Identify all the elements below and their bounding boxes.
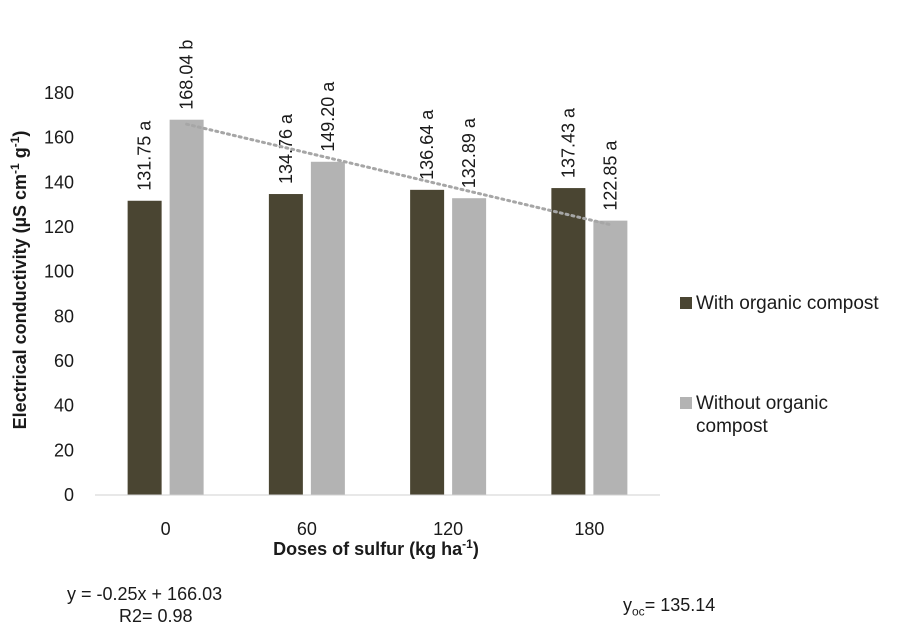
x-tick-label: 120 xyxy=(433,519,463,539)
data-label: 137.43 a xyxy=(558,107,578,178)
data-label: 168.04 b xyxy=(177,40,197,110)
y-tick-label: 100 xyxy=(44,262,74,282)
y-axis-title: Electrical conductivity (µS cm-1 g-1) xyxy=(8,131,30,430)
legend: With organic compost xyxy=(680,292,879,315)
bar xyxy=(452,198,487,495)
bar xyxy=(551,188,586,495)
y-tick-label: 140 xyxy=(44,172,74,192)
bar xyxy=(268,194,303,495)
yoc-subscript: oc xyxy=(632,604,645,619)
y-tick-label: 20 xyxy=(54,440,74,460)
legend-item-with-compost: With organic compost xyxy=(680,292,879,315)
legend-second: Without organic compost xyxy=(680,392,900,438)
data-label: 122.85 a xyxy=(600,140,620,211)
r2-line: R2= 0.98 xyxy=(119,606,193,626)
legend-label-without-compost: Without organic compost xyxy=(696,393,829,437)
y-tick-label: 160 xyxy=(44,128,74,148)
data-label: 131.75 a xyxy=(135,120,155,191)
x-axis: 0 60 120 180 xyxy=(95,494,660,539)
regression-equation: y = -0.25x + 166.03 R2= 0.98 xyxy=(67,583,222,627)
legend-swatch-without-compost xyxy=(680,397,692,409)
y-tick-label: 0 xyxy=(64,485,74,505)
legend-swatch-with-compost xyxy=(680,297,692,309)
x-tick-label: 60 xyxy=(297,519,317,539)
bar xyxy=(593,220,628,495)
yoc-symbol: y xyxy=(623,595,632,615)
data-label: 132.89 a xyxy=(459,117,479,188)
legend-label-with-compost: With organic compost xyxy=(696,293,879,314)
x-tick-label: 0 xyxy=(161,519,171,539)
x-axis-title: Doses of sulfur (kg ha-1) xyxy=(273,537,479,559)
bar xyxy=(127,200,162,495)
y-tick-label: 40 xyxy=(54,396,74,416)
yoc-mean: yoc= 135.14 xyxy=(623,594,715,623)
bar xyxy=(410,189,445,495)
y-tick-label: 180 xyxy=(44,83,74,103)
equation-line: y = -0.25x + 166.03 xyxy=(67,584,223,604)
y-tick-label: 80 xyxy=(54,306,74,326)
bar xyxy=(169,119,204,495)
legend-item-without-compost: Without organic compost xyxy=(680,392,900,438)
data-label: 149.20 a xyxy=(318,81,338,152)
trendline xyxy=(185,122,612,227)
trendline-line xyxy=(185,122,612,227)
bar xyxy=(310,161,345,495)
yoc-value: = 135.14 xyxy=(644,595,716,615)
y-tick-label: 60 xyxy=(54,351,74,371)
y-tick-label: 120 xyxy=(44,217,74,237)
x-tick-label: 180 xyxy=(574,519,604,539)
y-axis: 0 20 40 60 80 100 120 140 160 180 xyxy=(44,83,74,505)
data-label: 136.64 a xyxy=(417,109,437,180)
